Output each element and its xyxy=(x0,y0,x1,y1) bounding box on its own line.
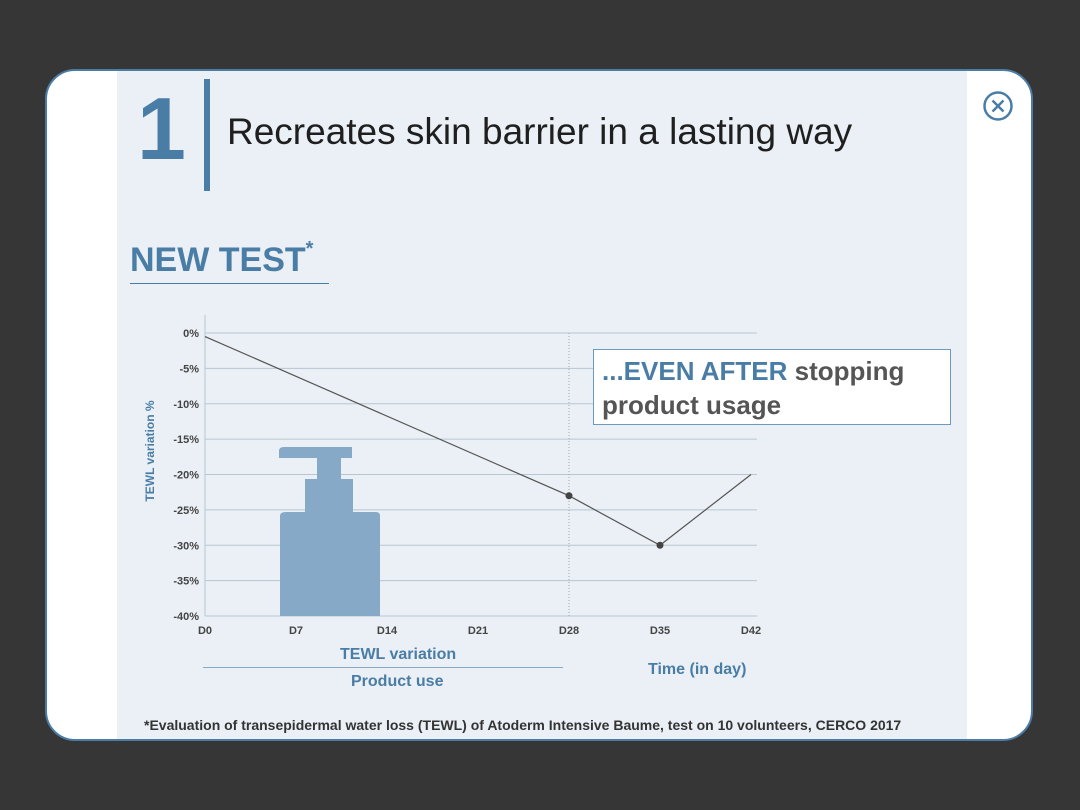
x-tick-label: D0 xyxy=(198,625,212,637)
close-button[interactable] xyxy=(983,91,1013,121)
x-tick-label: D14 xyxy=(377,625,398,637)
slide-number: 1 xyxy=(137,79,186,178)
y-axis-label: TEWL variation % xyxy=(143,400,157,502)
x-tick-label: D42 xyxy=(741,625,761,637)
slide-headline: Recreates skin barrier in a lasting way xyxy=(227,111,853,152)
footnote: *Evaluation of transepidermal water loss… xyxy=(144,717,902,733)
y-tick-label: -25% xyxy=(173,505,199,517)
close-circle-icon[interactable] xyxy=(983,91,1013,121)
callout-box: ...EVEN AFTER stopping product usage xyxy=(593,349,951,425)
y-tick-label: -20% xyxy=(173,470,199,482)
modal-dialog: 1 Recreates skin barrier in a lasting wa… xyxy=(45,69,1033,741)
y-tick-label: -5% xyxy=(179,363,199,375)
y-tick-label: 0% xyxy=(183,328,199,340)
y-tick-label: -30% xyxy=(173,540,199,552)
section-title-text: NEW TEST xyxy=(130,241,306,279)
y-tick-label: -15% xyxy=(173,434,199,446)
slide-panel: 1 Recreates skin barrier in a lasting wa… xyxy=(117,71,967,739)
x-tick-label: D28 xyxy=(559,625,579,637)
product-use-label: Product use xyxy=(351,673,444,690)
series-line xyxy=(204,335,752,546)
product-bottle-icon xyxy=(279,447,380,616)
y-tick-label: -10% xyxy=(173,399,199,411)
x-tick-label: D35 xyxy=(650,625,670,637)
title-divider xyxy=(204,79,210,191)
x-axis-label: Time (in day) xyxy=(648,661,747,678)
data-point xyxy=(656,541,664,549)
section-title-underline xyxy=(130,283,329,284)
section-title-mark: * xyxy=(305,238,314,260)
data-point xyxy=(565,492,573,500)
section-title: NEW TEST* xyxy=(130,239,313,279)
series-divider xyxy=(203,667,563,668)
x-tick-label: D21 xyxy=(468,625,488,637)
y-tick-label: -40% xyxy=(173,611,199,623)
callout-text: stopping product usage xyxy=(602,356,905,420)
series-label: TEWL variation xyxy=(340,646,457,663)
y-tick-label: -35% xyxy=(173,576,199,588)
callout-highlight: ...EVEN AFTER xyxy=(602,356,788,386)
x-tick-label: D7 xyxy=(289,625,303,637)
